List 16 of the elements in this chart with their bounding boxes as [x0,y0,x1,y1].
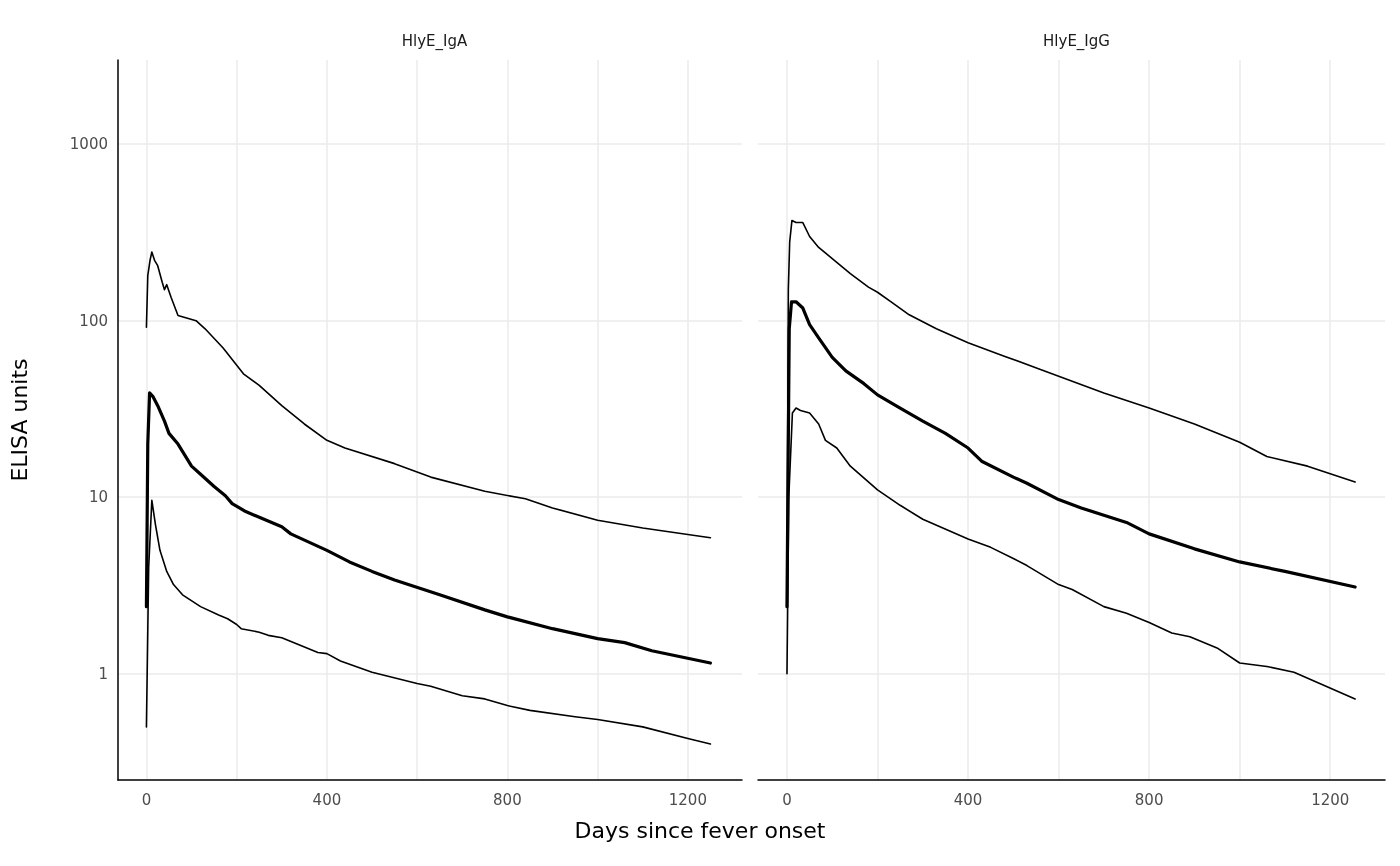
x-tick-label: 1200 [1311,790,1350,809]
x-axis-title: Days since fever onset [573,818,827,843]
y-tick-label: 1 [98,664,108,683]
x-tick-label: 0 [782,790,792,809]
y-tick-label: 100 [79,311,108,330]
chart-title: HlyE_IgG [1043,31,1110,51]
x-tick-label: 800 [493,790,522,809]
chart-title: HlyE_IgA [401,31,468,51]
y-tick-label: 10 [88,488,108,507]
y-tick-label: 1000 [69,135,108,154]
x-tick-label: 400 [312,790,342,809]
x-tick-label: 800 [1134,790,1164,809]
x-tick-label: 1200 [668,790,707,809]
x-tick-label: 400 [953,790,983,809]
y-axis-title: ELISA units [6,358,32,482]
x-tick-label: 0 [141,790,152,809]
